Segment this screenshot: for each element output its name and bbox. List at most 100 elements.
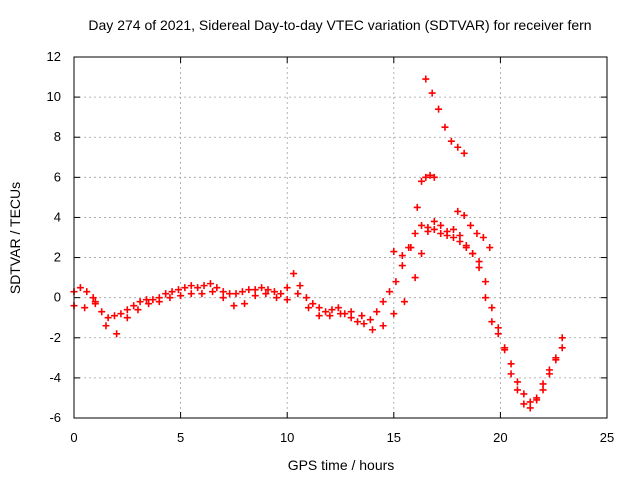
x-tick-label: 0 bbox=[70, 430, 77, 445]
data-point bbox=[494, 324, 502, 332]
data-point bbox=[456, 231, 464, 239]
data-point bbox=[262, 290, 270, 298]
data-point bbox=[166, 294, 174, 302]
data-point bbox=[424, 227, 432, 235]
data-point bbox=[354, 318, 362, 326]
data-point bbox=[400, 298, 408, 306]
data-point bbox=[209, 288, 217, 296]
chart-title: Day 274 of 2021, Sidereal Day-to-day VTE… bbox=[88, 17, 591, 33]
data-point bbox=[437, 221, 445, 229]
data-point bbox=[467, 221, 475, 229]
data-point bbox=[181, 284, 189, 292]
data-point bbox=[251, 286, 259, 294]
data-point bbox=[81, 304, 89, 312]
data-point bbox=[539, 386, 547, 394]
data-point bbox=[245, 286, 253, 294]
data-point bbox=[418, 177, 426, 185]
data-point bbox=[545, 366, 553, 374]
x-tick-label: 15 bbox=[387, 430, 401, 445]
data-point bbox=[251, 292, 259, 300]
data-point bbox=[226, 290, 234, 298]
data-point bbox=[392, 278, 400, 286]
data-point bbox=[435, 105, 443, 113]
data-point bbox=[481, 278, 489, 286]
x-tick-label: 5 bbox=[177, 430, 184, 445]
data-point bbox=[198, 290, 206, 298]
data-point bbox=[462, 242, 470, 250]
data-point bbox=[413, 203, 421, 211]
data-point bbox=[206, 280, 214, 288]
y-tick-label: 10 bbox=[47, 89, 61, 104]
data-point bbox=[398, 252, 406, 260]
data-point bbox=[533, 394, 541, 402]
data-point bbox=[379, 298, 387, 306]
data-point bbox=[398, 262, 406, 270]
data-point bbox=[422, 75, 430, 83]
series-trace-d bbox=[422, 75, 468, 157]
data-point bbox=[454, 207, 462, 215]
data-point bbox=[407, 244, 415, 252]
data-point bbox=[368, 326, 376, 334]
data-point bbox=[456, 238, 464, 246]
data-point bbox=[507, 370, 515, 378]
data-series bbox=[70, 75, 566, 412]
data-point bbox=[187, 282, 195, 290]
y-tick-label: -6 bbox=[49, 410, 61, 425]
data-point bbox=[302, 294, 310, 302]
data-point bbox=[479, 234, 487, 241]
data-point bbox=[430, 217, 438, 225]
data-point bbox=[123, 306, 131, 314]
data-point bbox=[418, 250, 426, 258]
data-point bbox=[507, 360, 515, 368]
data-point bbox=[232, 290, 240, 298]
data-point bbox=[360, 320, 368, 328]
x-tick-label: 20 bbox=[493, 430, 507, 445]
data-point bbox=[460, 149, 468, 157]
data-point bbox=[520, 390, 528, 398]
data-point bbox=[390, 248, 398, 256]
data-point bbox=[494, 330, 502, 338]
data-point bbox=[513, 378, 521, 386]
data-point bbox=[373, 308, 381, 316]
data-point bbox=[174, 286, 182, 294]
data-point bbox=[386, 288, 394, 296]
data-point bbox=[111, 312, 119, 320]
y-tick-label: -4 bbox=[49, 370, 61, 385]
plot-frame bbox=[73, 56, 608, 419]
data-point bbox=[194, 284, 202, 292]
data-point bbox=[366, 316, 374, 324]
y-tick-label: 12 bbox=[47, 49, 61, 64]
data-point bbox=[270, 288, 278, 296]
data-point bbox=[488, 304, 496, 312]
x-tick-label: 25 bbox=[600, 430, 614, 445]
data-point bbox=[481, 294, 489, 302]
data-point bbox=[130, 302, 138, 310]
data-point bbox=[145, 300, 153, 308]
data-point bbox=[168, 288, 176, 296]
series-trace-e bbox=[454, 207, 494, 252]
data-point bbox=[473, 229, 481, 237]
data-point bbox=[437, 229, 445, 237]
data-point bbox=[326, 312, 334, 320]
data-point bbox=[273, 294, 281, 302]
data-point bbox=[238, 288, 246, 296]
data-point bbox=[552, 356, 560, 364]
series-trace-c bbox=[390, 171, 438, 260]
grid bbox=[74, 57, 607, 418]
data-point bbox=[283, 296, 291, 304]
data-point bbox=[449, 234, 457, 241]
data-point bbox=[347, 308, 355, 316]
data-point bbox=[334, 304, 342, 312]
data-point bbox=[322, 308, 330, 316]
data-point bbox=[337, 310, 344, 318]
x-tick-label: 10 bbox=[280, 430, 294, 445]
series-trace-b bbox=[70, 217, 566, 412]
data-point bbox=[241, 300, 249, 308]
data-point bbox=[315, 312, 323, 320]
data-point bbox=[430, 225, 438, 233]
data-point bbox=[264, 286, 272, 294]
data-point bbox=[134, 306, 142, 314]
data-point bbox=[449, 225, 457, 233]
y-tick-label: -2 bbox=[49, 330, 61, 345]
data-point bbox=[411, 274, 419, 282]
